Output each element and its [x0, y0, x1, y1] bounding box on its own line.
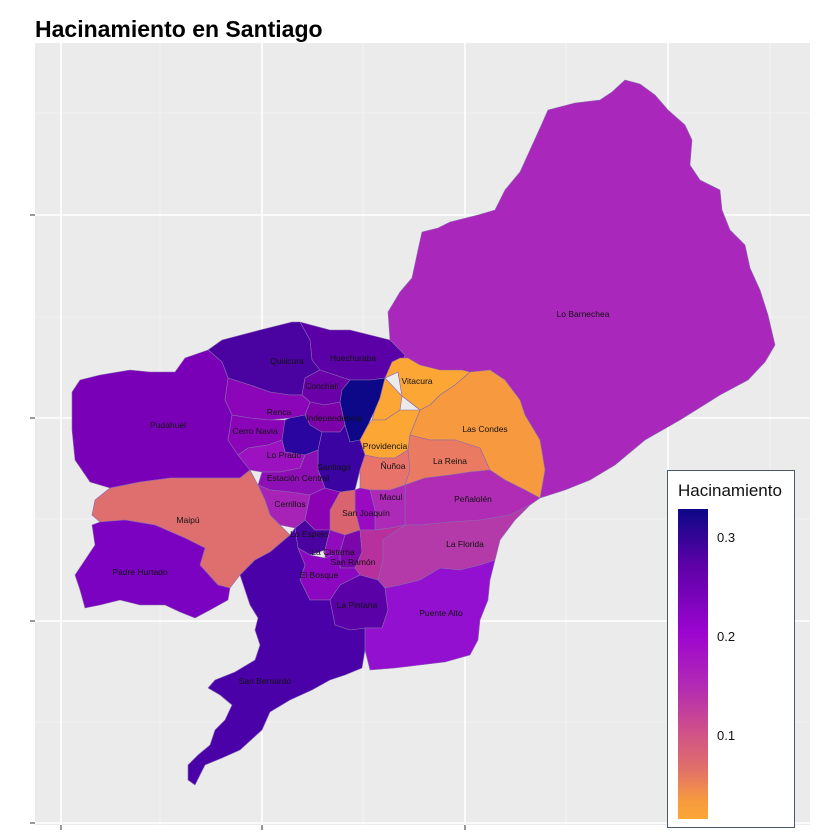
legend: Hacinamiento 0.3 0.2 0.1 — [667, 470, 795, 828]
label-san-joaquin: San Joaquín — [342, 508, 390, 518]
label-quilicura: Quilicura — [270, 356, 304, 366]
label-el-bosque: El Bosque — [300, 570, 339, 580]
label-cerrillos: Cerrillos — [274, 499, 305, 509]
label-la-reina: La Reina — [433, 456, 467, 466]
label-lo-barnechea: Lo Barnechea — [557, 309, 610, 319]
legend-label-0-1: 0.1 — [717, 728, 736, 743]
map-title: Hacinamiento en Santiago — [35, 16, 323, 42]
label-lo-espejo: Lo Espejo — [290, 529, 328, 539]
label-huechuraba: Huechuraba — [330, 353, 377, 363]
label-vitacura: Vitacura — [401, 376, 432, 386]
label-la-pintana: La Pintana — [337, 600, 378, 610]
label-nunoa: Ñuñoa — [380, 461, 405, 471]
label-las-condes: Las Condes — [462, 424, 507, 434]
comuna-san-bernardo[interactable] — [187, 527, 366, 786]
legend-tick-0-3 — [708, 538, 714, 540]
label-providencia: Providencia — [363, 441, 408, 451]
label-la-florida: La Florida — [446, 539, 484, 549]
label-renca: Renca — [267, 407, 292, 417]
label-san-ramon: San Ramón — [331, 557, 376, 567]
label-cerro-navia: Cerro Navia — [232, 426, 278, 436]
label-lo-prado: Lo Prado — [267, 450, 302, 460]
comuna-padre-hurtado[interactable] — [74, 519, 231, 619]
axis-ticks — [30, 214, 466, 830]
label-penalolen: Peñalolén — [454, 494, 492, 504]
legend-colorbar — [678, 509, 708, 819]
legend-label-0-3: 0.3 — [717, 530, 736, 545]
label-pudahuel: Pudahuel — [150, 420, 186, 430]
label-san-bernardo: San Bernardo — [239, 676, 292, 686]
legend-title: Hacinamiento — [678, 481, 782, 500]
label-padre-hurtado: Padre Hurtado — [112, 567, 168, 577]
label-estacion-central: Estación Central — [267, 473, 329, 483]
label-santiago: Santiago — [317, 462, 351, 472]
label-la-cisterna: La Cisterna — [311, 547, 355, 557]
label-macul: Macul — [380, 492, 403, 502]
legend-tick-0-2 — [708, 637, 714, 639]
label-maipu: Maipú — [176, 515, 199, 525]
legend-label-0-2: 0.2 — [717, 629, 736, 644]
label-conchali: Conchalí — [305, 381, 339, 391]
label-independencia: Independencia — [306, 413, 362, 423]
label-puente-alto: Puente Alto — [419, 608, 463, 618]
legend-tick-0-1 — [708, 736, 714, 738]
